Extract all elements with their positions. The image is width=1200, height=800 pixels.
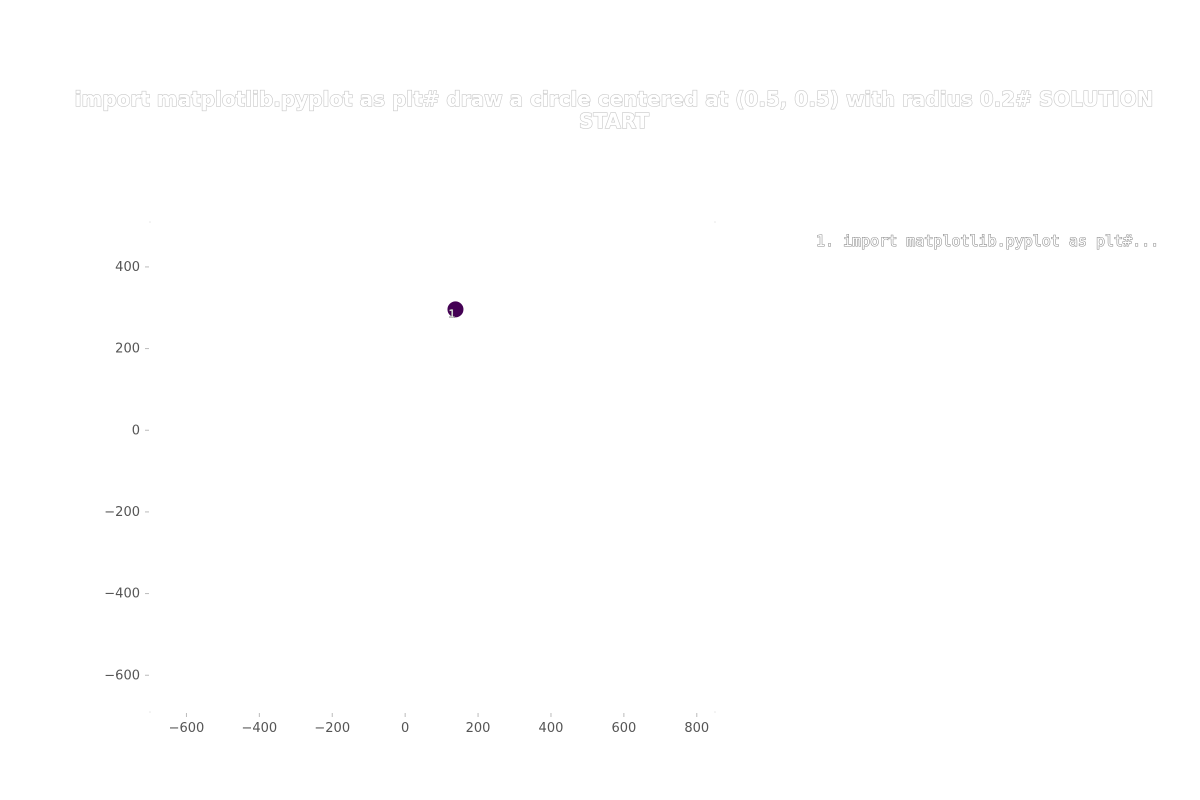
- x-axis: −600 −400 −200 0 200 400 600 800: [169, 713, 709, 736]
- y-tick-label: −400: [104, 587, 140, 602]
- plot-corner: [149, 711, 151, 713]
- plot-corner: [714, 221, 716, 223]
- x-tick-label: −600: [169, 721, 205, 736]
- y-tick-label: 0: [132, 423, 140, 438]
- x-tick-label: −400: [241, 721, 277, 736]
- x-tick-label: 400: [539, 721, 564, 736]
- x-tick-label: 800: [684, 721, 709, 736]
- legend-entry: 1. import matplotlib.pyplot as plt#...: [816, 232, 1159, 250]
- plot-corner: [714, 711, 716, 713]
- chart-title-line-1: import matplotlib.pyplot as plt# draw a …: [75, 87, 1154, 111]
- chart-title-line-2: START: [579, 109, 649, 133]
- plot-corner: [149, 221, 151, 223]
- y-tick-label: −200: [104, 505, 140, 520]
- x-tick-label: 600: [611, 721, 636, 736]
- y-tick-label: 200: [115, 342, 140, 357]
- plot-area: [149, 221, 716, 713]
- x-tick-label: 0: [401, 721, 409, 736]
- y-tick-label: −600: [104, 668, 140, 683]
- y-axis: −600 −400 −200 0 200 400: [104, 260, 149, 683]
- y-tick-label: 400: [115, 260, 140, 275]
- data-point: [447, 301, 464, 318]
- x-tick-label: 200: [466, 721, 491, 736]
- data-point-label: 1: [448, 307, 455, 320]
- x-tick-label: −200: [314, 721, 350, 736]
- points-layer: 1: [447, 301, 464, 321]
